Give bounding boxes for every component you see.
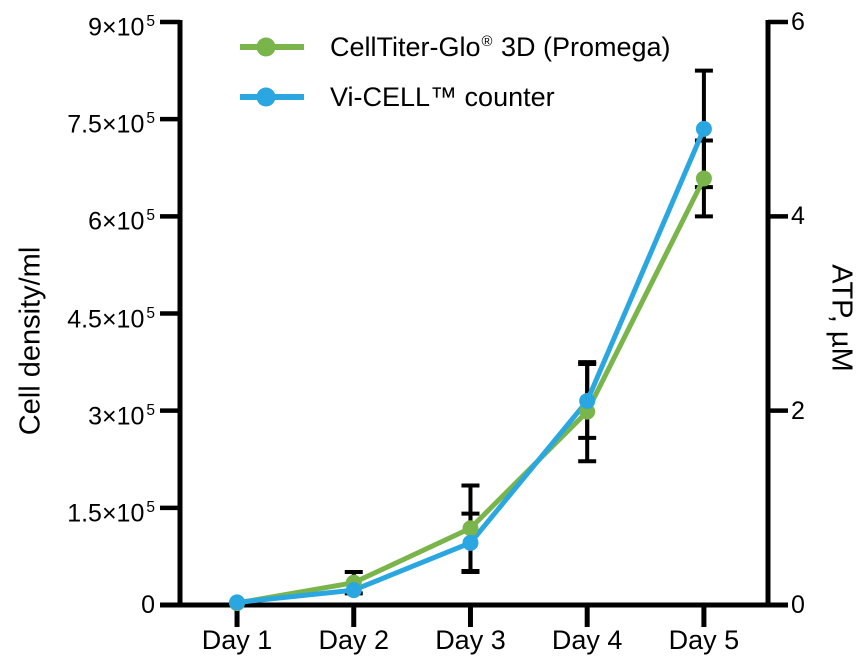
left-axis-tick-label: 6×10 5 — [88, 207, 155, 236]
right-axis-tick-label: 0 — [791, 591, 805, 619]
right-axis-tick-label: 4 — [791, 202, 805, 231]
left-axis-tick-label: 3×10 5 — [88, 401, 155, 430]
data-point-marker — [695, 170, 712, 187]
x-axis-category-label: Day 5 — [668, 625, 740, 655]
vicell-marker-icon — [240, 87, 304, 107]
data-point-marker — [345, 582, 362, 599]
data-point-marker — [462, 520, 479, 537]
axes-group — [160, 19, 788, 627]
error-bars-group — [344, 68, 713, 596]
legend-label-vicell: Vi-CELL™ counter — [330, 81, 555, 112]
celltiter-glo-marker-icon — [240, 37, 304, 57]
x-axis-category-label: Day 4 — [551, 625, 623, 655]
left-axis-title: Cell density/ml — [14, 246, 47, 436]
x-axis-category-label: Day 1 — [201, 625, 273, 655]
legend-item-vicell: Vi-CELL™ counter — [240, 72, 671, 122]
left-axis-tick-label: 9×10 5 — [88, 13, 155, 42]
right-axis-tick-label: 6 — [791, 8, 805, 36]
data-point-marker — [462, 534, 479, 551]
x-axis-category-label: Day 3 — [435, 625, 506, 655]
left-axis-tick-label: 7.5×10 5 — [67, 110, 155, 139]
left-axis-tick-label: 0 — [141, 591, 155, 619]
series-markers — [229, 120, 712, 611]
right-axis-tick-label: 2 — [791, 396, 805, 425]
data-point-marker — [229, 594, 246, 611]
data-point-marker — [695, 120, 712, 137]
left-axis-tick-label: 4.5×10 5 — [67, 304, 155, 333]
left-axis-tick-label: 1.5×10 5 — [67, 498, 155, 528]
data-point-marker — [579, 392, 596, 409]
chart-legend: CellTiter-Glo® 3D (Promega) Vi-CELL™ cou… — [240, 22, 671, 122]
legend-item-celltiter-glo: CellTiter-Glo® 3D (Promega) — [240, 22, 671, 72]
legend-label-celltiter-glo: CellTiter-Glo® 3D (Promega) — [330, 31, 671, 62]
right-axis-title: ATP, µM — [825, 264, 858, 372]
x-axis-category-label: Day 2 — [318, 625, 390, 655]
